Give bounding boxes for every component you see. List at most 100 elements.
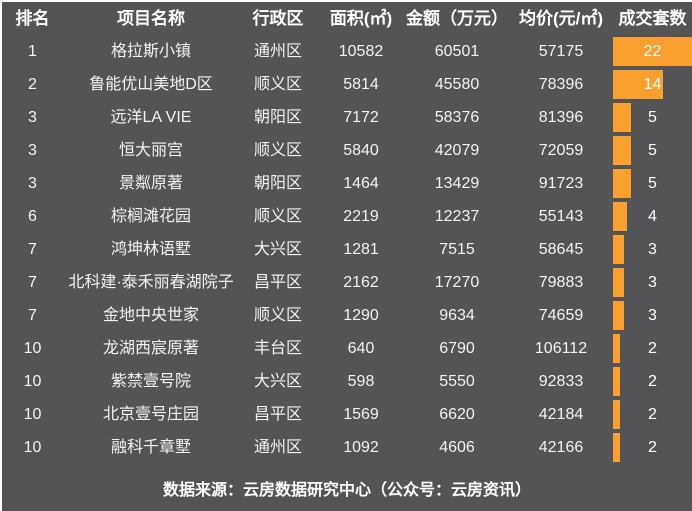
project-name-cell: 北京壹号庄园	[102, 406, 199, 423]
area-cell: 2219	[343, 208, 379, 225]
district-cell: 大兴区	[253, 373, 302, 390]
count-bar	[613, 202, 628, 231]
table-row: 2 鲁能优山美地D区 顺义区 5814 45580 78396 14	[2, 68, 692, 101]
amount-cell: 60501	[434, 43, 480, 60]
price-cell: 57175	[538, 43, 584, 60]
price-cell: 58645	[538, 241, 584, 258]
count-label: 14	[643, 76, 662, 93]
district-cell: 朝阳区	[253, 175, 302, 192]
price-cell: 79883	[538, 274, 584, 291]
project-name-cell: 恒大丽宫	[118, 142, 183, 159]
area-cell: 1569	[343, 406, 379, 423]
count-label: 3	[648, 241, 657, 258]
count-bar	[613, 334, 621, 363]
count-bar	[613, 433, 621, 462]
project-name-cell: 鲁能优山美地D区	[89, 76, 213, 93]
price-cell: 74659	[538, 307, 584, 324]
amount-cell: 45580	[434, 76, 480, 93]
table-row: 6 棕榈滩花园 顺义区 2219 12237 55143 4	[2, 200, 692, 233]
area-cell: 1290	[343, 307, 379, 324]
count-bar	[613, 136, 631, 165]
area-cell: 10582	[338, 43, 384, 60]
count-label: 2	[648, 439, 657, 456]
table-row: 10 龙湖西宸原著 丰台区 640 6790 106112 2	[2, 332, 692, 365]
project-name-cell: 金地中央世家	[102, 307, 199, 324]
count-label: 4	[648, 208, 657, 225]
amount-cell: 6620	[439, 406, 475, 423]
rank-cell: 1	[28, 43, 37, 60]
count-label: 2	[648, 373, 657, 390]
rank-cell: 7	[28, 307, 37, 324]
price-cell: 42184	[538, 406, 584, 423]
table-row: 1 格拉斯小镇 通州区 10582 60501 57175 22	[2, 35, 692, 68]
rank-cell: 6	[28, 208, 37, 225]
header-area: 面积(㎡)	[329, 9, 393, 28]
count-cell: 2	[613, 332, 692, 365]
rank-cell: 7	[28, 274, 37, 291]
amount-cell: 9634	[439, 307, 475, 324]
count-bar	[613, 235, 624, 264]
rank-cell: 10	[23, 439, 42, 456]
area-cell: 2162	[343, 274, 379, 291]
count-label: 5	[648, 175, 657, 192]
area-cell: 640	[347, 340, 375, 357]
count-cell: 22	[613, 35, 692, 68]
amount-cell: 7515	[439, 241, 475, 258]
project-name-cell: 棕榈滩花园	[110, 208, 191, 225]
count-bar	[613, 169, 631, 198]
table-row: 3 景粼原著 朝阳区 1464 13429 91723 5	[2, 167, 692, 200]
district-cell: 顺义区	[253, 208, 302, 225]
table-header: 排名 项目名称 行政区 面积(㎡) 金额（万元） 均价(元/㎡) 成交套数	[2, 2, 692, 35]
header-rank: 排名	[15, 9, 50, 28]
rank-cell: 3	[28, 109, 37, 126]
district-cell: 通州区	[253, 439, 302, 456]
count-cell: 3	[613, 299, 692, 332]
table-row: 7 金地中央世家 顺义区 1290 9634 74659 3	[2, 299, 692, 332]
rank-cell: 10	[23, 373, 42, 390]
district-cell: 昌平区	[253, 274, 302, 291]
count-cell: 3	[613, 233, 692, 266]
rank-cell: 3	[28, 142, 37, 159]
count-bar	[613, 103, 631, 132]
project-name-cell: 北科建·泰禾丽春湖院子	[68, 274, 234, 291]
count-bar	[613, 400, 621, 429]
district-cell: 大兴区	[253, 241, 302, 258]
count-label: 2	[648, 406, 657, 423]
count-label: 3	[648, 274, 657, 291]
rank-cell: 7	[28, 241, 37, 258]
district-cell: 朝阳区	[253, 109, 302, 126]
count-cell: 2	[613, 365, 692, 398]
header-project: 项目名称	[117, 9, 185, 28]
header-price: 均价(元/㎡)	[518, 9, 604, 28]
count-label: 5	[648, 109, 657, 126]
count-label: 5	[648, 142, 657, 159]
data-source-note: 数据来源：云房数据研究中心（公众号：云房资讯）	[162, 481, 531, 499]
count-cell: 2	[613, 431, 692, 464]
count-cell: 5	[613, 101, 692, 134]
count-bar	[613, 37, 692, 66]
count-bar	[613, 268, 624, 297]
amount-cell: 58376	[434, 109, 480, 126]
district-cell: 顺义区	[253, 307, 302, 324]
table-row: 10 北京壹号庄园 昌平区 1569 6620 42184 2	[2, 398, 692, 431]
district-cell: 顺义区	[253, 142, 302, 159]
district-cell: 丰台区	[253, 340, 302, 357]
table-row: 3 远洋LA VIE 朝阳区 7172 58376 81396 5	[2, 101, 692, 134]
price-cell: 92833	[538, 373, 584, 390]
amount-cell: 42079	[434, 142, 480, 159]
count-cell: 14	[613, 68, 692, 101]
project-name-cell: 景粼原著	[118, 175, 183, 192]
amount-cell: 17270	[434, 274, 480, 291]
count-label: 22	[643, 43, 662, 60]
project-name-cell: 格拉斯小镇	[110, 43, 191, 60]
amount-cell: 12237	[434, 208, 480, 225]
count-cell: 5	[613, 167, 692, 200]
table-row: 7 鸿坤林语墅 大兴区 1281 7515 58645 3	[2, 233, 692, 266]
price-cell: 106112	[534, 340, 588, 357]
rank-cell: 3	[28, 175, 37, 192]
district-cell: 通州区	[253, 43, 302, 60]
table-row: 10 紫禁壹号院 大兴区 598 5550 92833 2	[2, 365, 692, 398]
price-cell: 91723	[538, 175, 584, 192]
count-bar	[613, 367, 621, 396]
